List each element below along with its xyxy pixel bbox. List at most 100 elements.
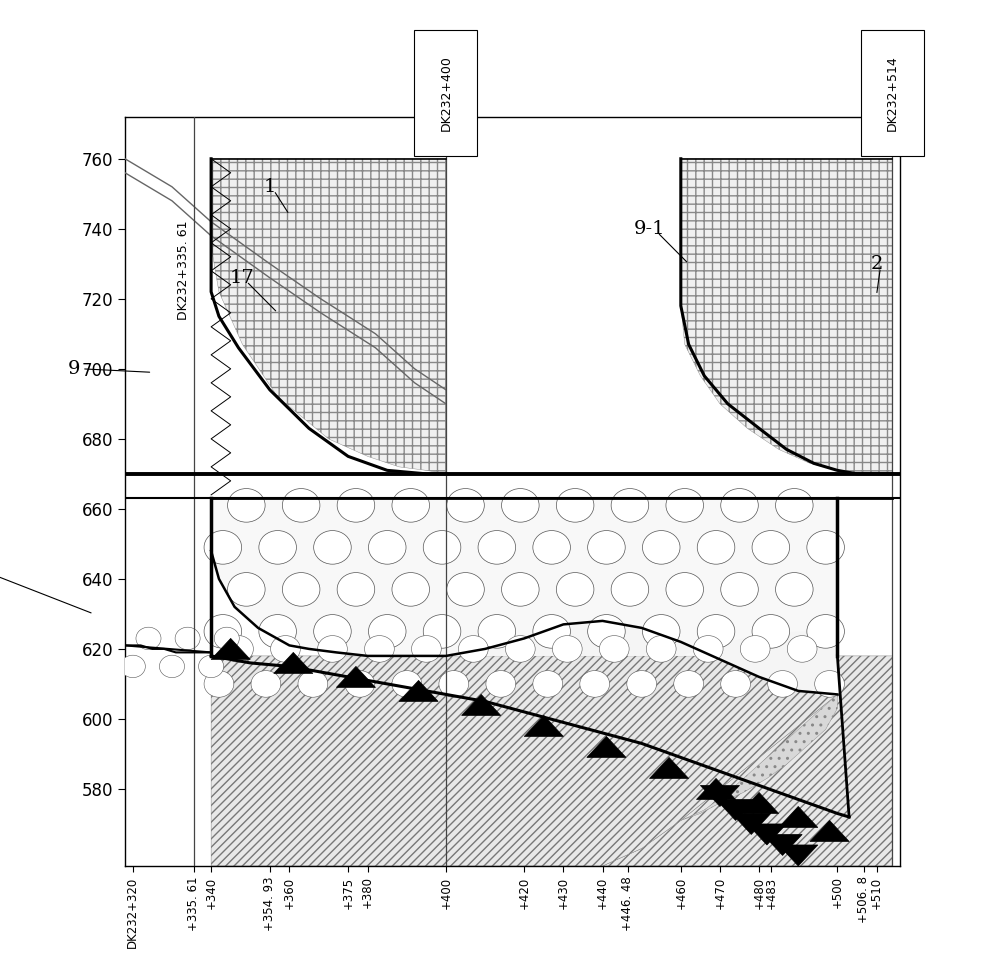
Circle shape: [214, 628, 239, 650]
Circle shape: [776, 488, 813, 523]
Circle shape: [259, 530, 296, 564]
Circle shape: [486, 670, 516, 698]
Circle shape: [721, 488, 758, 523]
Polygon shape: [700, 785, 740, 807]
Polygon shape: [779, 807, 818, 827]
Polygon shape: [779, 845, 818, 866]
Circle shape: [552, 635, 582, 663]
Polygon shape: [716, 800, 755, 820]
Circle shape: [787, 635, 817, 663]
Circle shape: [642, 615, 680, 648]
Circle shape: [502, 572, 539, 606]
Circle shape: [580, 670, 610, 698]
Polygon shape: [810, 820, 849, 842]
Polygon shape: [211, 551, 837, 695]
Circle shape: [697, 530, 735, 564]
Circle shape: [159, 655, 184, 677]
Circle shape: [204, 615, 242, 648]
Circle shape: [666, 572, 704, 606]
Circle shape: [752, 530, 790, 564]
Text: DK232+335. 61: DK232+335. 61: [177, 220, 190, 320]
Circle shape: [807, 530, 844, 564]
Circle shape: [693, 635, 723, 663]
Circle shape: [697, 615, 735, 648]
Polygon shape: [649, 757, 689, 778]
Polygon shape: [336, 667, 376, 687]
Circle shape: [228, 488, 265, 523]
Polygon shape: [587, 737, 626, 757]
Circle shape: [204, 670, 234, 698]
Circle shape: [599, 635, 629, 663]
Text: 9: 9: [68, 360, 80, 378]
Circle shape: [120, 655, 145, 677]
Circle shape: [204, 530, 242, 564]
Circle shape: [478, 530, 516, 564]
Polygon shape: [603, 656, 892, 866]
Polygon shape: [696, 778, 736, 800]
Circle shape: [368, 530, 406, 564]
Polygon shape: [211, 656, 837, 866]
Circle shape: [458, 635, 488, 663]
Circle shape: [646, 635, 676, 663]
Circle shape: [251, 670, 281, 698]
Circle shape: [337, 572, 375, 606]
Circle shape: [136, 628, 161, 650]
Circle shape: [282, 572, 320, 606]
Circle shape: [556, 572, 594, 606]
Circle shape: [368, 615, 406, 648]
Circle shape: [807, 615, 844, 648]
Text: 9-1: 9-1: [634, 220, 665, 237]
Polygon shape: [524, 715, 563, 737]
Polygon shape: [747, 824, 786, 845]
Circle shape: [611, 488, 649, 523]
Circle shape: [412, 635, 441, 663]
Circle shape: [478, 615, 516, 648]
Circle shape: [447, 488, 484, 523]
Circle shape: [740, 635, 770, 663]
Circle shape: [776, 572, 813, 606]
Circle shape: [611, 572, 649, 606]
Polygon shape: [763, 835, 802, 855]
Circle shape: [439, 670, 469, 698]
Circle shape: [224, 635, 253, 663]
Circle shape: [588, 530, 625, 564]
Circle shape: [768, 670, 797, 698]
Circle shape: [642, 530, 680, 564]
Circle shape: [533, 530, 570, 564]
Circle shape: [392, 670, 422, 698]
Circle shape: [392, 572, 430, 606]
Circle shape: [282, 488, 320, 523]
Circle shape: [298, 670, 328, 698]
Circle shape: [666, 488, 704, 523]
Circle shape: [721, 572, 758, 606]
Circle shape: [423, 615, 461, 648]
Circle shape: [337, 488, 375, 523]
Polygon shape: [732, 813, 771, 835]
Polygon shape: [740, 792, 779, 813]
Circle shape: [588, 615, 625, 648]
Circle shape: [314, 530, 351, 564]
Circle shape: [752, 615, 790, 648]
Circle shape: [505, 635, 535, 663]
Circle shape: [392, 488, 430, 523]
Polygon shape: [211, 498, 837, 656]
Circle shape: [228, 572, 265, 606]
Circle shape: [175, 628, 200, 650]
Circle shape: [365, 635, 394, 663]
Circle shape: [447, 572, 484, 606]
Text: DK232+514: DK232+514: [886, 55, 899, 130]
Polygon shape: [462, 695, 501, 715]
Circle shape: [345, 670, 375, 698]
Circle shape: [318, 635, 347, 663]
Text: 2: 2: [870, 255, 883, 272]
Circle shape: [627, 670, 657, 698]
Text: DK232+400: DK232+400: [439, 54, 452, 130]
Circle shape: [815, 670, 844, 698]
Polygon shape: [681, 159, 892, 474]
Circle shape: [314, 615, 351, 648]
Circle shape: [423, 530, 461, 564]
Circle shape: [199, 655, 224, 677]
Text: 1: 1: [264, 178, 276, 196]
Polygon shape: [211, 159, 446, 474]
Polygon shape: [681, 695, 837, 820]
